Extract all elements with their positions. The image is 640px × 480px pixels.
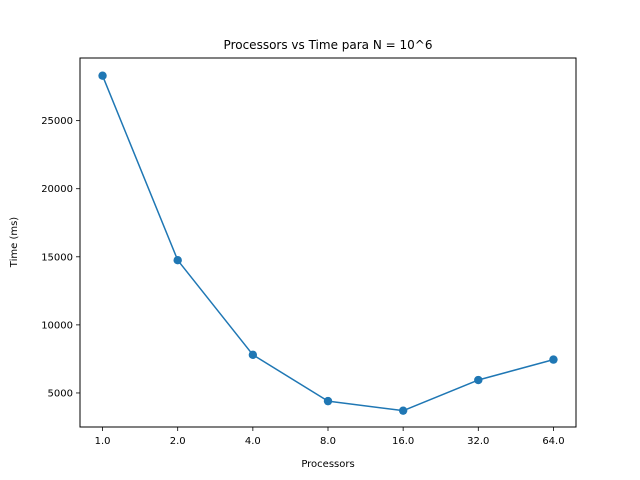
x-axis: 1.0 2.0 4.0 8.0 16.0 32.0 64.0 xyxy=(95,427,565,447)
data-point xyxy=(474,375,483,385)
x-axis-label: Processors xyxy=(301,459,354,470)
x-tick-label: 2.0 xyxy=(170,436,186,447)
chart-title: Processors vs Time para N = 10^6 xyxy=(224,38,433,52)
y-tick-label: 25000 xyxy=(41,116,73,127)
data-point xyxy=(549,355,558,364)
x-tick-label: 4.0 xyxy=(245,436,261,447)
y-axis: 5000 10000 15000 20000 25000 xyxy=(41,116,80,399)
data-point xyxy=(98,71,107,80)
series-layer xyxy=(98,71,558,415)
y-axis-label: Time (ms) xyxy=(9,217,20,269)
data-point xyxy=(248,350,258,360)
y-tick-label: 5000 xyxy=(48,388,73,399)
y-tick-label: 10000 xyxy=(41,320,73,331)
data-point xyxy=(323,396,333,406)
y-tick-label: 20000 xyxy=(41,184,73,195)
x-tick-label: 8.0 xyxy=(320,436,336,447)
data-point xyxy=(398,406,408,415)
data-point xyxy=(173,256,182,265)
x-tick-label: 16.0 xyxy=(392,436,414,447)
x-tick-label: 1.0 xyxy=(95,436,111,447)
x-tick-label: 64.0 xyxy=(542,436,564,447)
y-tick-label: 15000 xyxy=(41,252,73,263)
x-tick-label: 32.0 xyxy=(467,436,489,447)
